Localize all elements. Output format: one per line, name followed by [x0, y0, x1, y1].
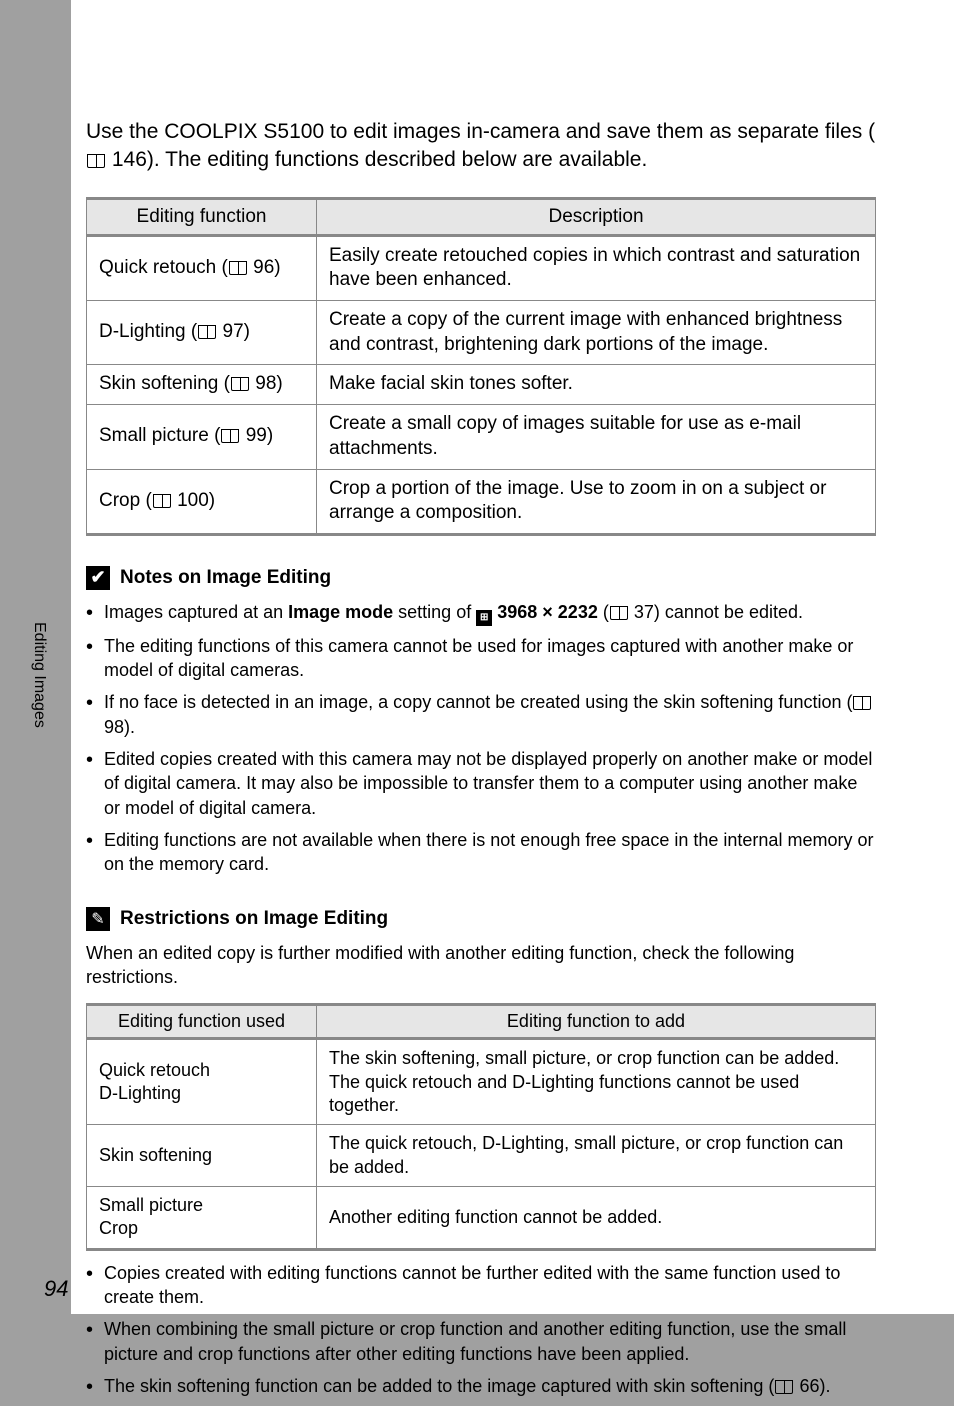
table-row: D-Lighting ( 97) Create a copy of the cu… — [87, 301, 876, 365]
book-icon — [610, 606, 628, 620]
table-row: Skin softening The quick retouch, D-Ligh… — [87, 1125, 876, 1187]
list-item: Images captured at an Image mode setting… — [86, 600, 876, 626]
func-ref: 98 — [255, 373, 276, 394]
restriction-footnotes: Copies created with editing functions ca… — [86, 1261, 876, 1398]
func-desc: Create a copy of the current image with … — [317, 301, 876, 365]
func-desc: Crop a portion of the image. Use to zoom… — [317, 469, 876, 534]
intro-paragraph: Use the COOLPIX S5100 to edit images in-… — [86, 118, 876, 175]
table-row: Quick retouchD-Lighting The skin softeni… — [87, 1039, 876, 1125]
book-icon — [87, 154, 105, 168]
book-icon — [153, 494, 171, 508]
func-desc: Make facial skin tones softer. — [317, 365, 876, 405]
book-icon — [775, 1380, 793, 1394]
functions-table: Editing function Description Quick retou… — [86, 197, 876, 536]
book-icon — [229, 261, 247, 275]
page-number: 94 — [44, 1276, 68, 1302]
restrictions-intro: When an edited copy is further modified … — [86, 941, 876, 990]
book-icon — [198, 325, 216, 339]
func-name: Quick retouch — [99, 257, 216, 278]
notes-block: ✔ Notes on Image Editing Images captured… — [86, 566, 876, 877]
book-icon — [853, 696, 871, 710]
list-item: The editing functions of this camera can… — [86, 634, 876, 683]
restrictions-block: ✎ Restrictions on Image Editing When an … — [86, 907, 876, 1399]
func-name: Small picture — [99, 425, 209, 446]
table-row: Quick retouch ( 96) Easily create retouc… — [87, 235, 876, 300]
list-item: Copies created with editing functions ca… — [86, 1261, 876, 1310]
notes-list: Images captured at an Image mode setting… — [86, 600, 876, 877]
restrictions-table: Editing function used Editing function t… — [86, 1003, 876, 1251]
list-item: Edited copies created with this camera m… — [86, 747, 876, 820]
func-name: D-Lighting — [99, 321, 186, 342]
func-desc: Easily create retouched copies in which … — [317, 235, 876, 300]
intro-text-b: ). The editing functions described below… — [147, 148, 647, 171]
func-th-1: Editing function — [87, 198, 317, 235]
func-name: Skin softening — [99, 373, 218, 394]
notes-title: Notes on Image Editing — [120, 567, 331, 589]
func-desc: Create a small copy of images suitable f… — [317, 405, 876, 469]
content-area: Use the COOLPIX S5100 to edit images in-… — [86, 118, 876, 1406]
table-row: Small pictureCrop Another editing functi… — [87, 1187, 876, 1250]
list-item: The skin softening function can be added… — [86, 1374, 876, 1398]
func-ref: 97 — [223, 321, 244, 342]
book-icon — [231, 377, 249, 391]
pencil-icon: ✎ — [86, 907, 110, 931]
check-icon: ✔ — [86, 566, 110, 590]
restrict-th-2: Editing function to add — [317, 1005, 876, 1039]
table-row: Crop ( 100) Crop a portion of the image.… — [87, 469, 876, 534]
list-item: When combining the small picture or crop… — [86, 1317, 876, 1366]
intro-ref: 146 — [112, 148, 147, 171]
side-tab-label: Editing Images — [30, 622, 48, 728]
table-row: Small picture ( 99) Create a small copy … — [87, 405, 876, 469]
list-item: If no face is detected in an image, a co… — [86, 690, 876, 739]
func-name: Crop — [99, 490, 140, 511]
table-row: Skin softening ( 98) Make facial skin to… — [87, 365, 876, 405]
image-mode-icon: ⊞ — [476, 610, 492, 626]
func-ref: 100 — [177, 490, 209, 511]
func-ref: 99 — [246, 425, 267, 446]
book-icon — [221, 429, 239, 443]
restrict-th-1: Editing function used — [87, 1005, 317, 1039]
list-item: Editing functions are not available when… — [86, 828, 876, 877]
func-ref: 96 — [253, 257, 274, 278]
restrictions-title: Restrictions on Image Editing — [120, 908, 388, 930]
intro-text-a: Use the COOLPIX S5100 to edit images in-… — [86, 120, 875, 143]
func-th-2: Description — [317, 198, 876, 235]
